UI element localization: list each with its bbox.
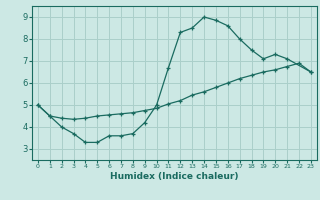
- X-axis label: Humidex (Indice chaleur): Humidex (Indice chaleur): [110, 172, 239, 181]
